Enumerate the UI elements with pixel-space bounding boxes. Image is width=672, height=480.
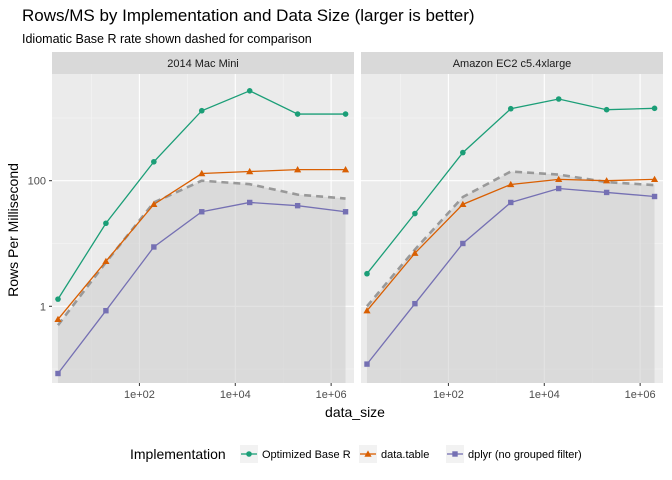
y-tick-label: 1 xyxy=(40,301,46,313)
x-axis-title: data_size xyxy=(325,404,385,420)
x-tick-label: 1e+04 xyxy=(529,389,560,401)
series xyxy=(363,175,659,314)
data-point xyxy=(650,175,659,183)
x-tick-label: 1e+02 xyxy=(433,389,464,401)
data-point xyxy=(412,210,418,217)
data-point xyxy=(363,307,371,314)
data-point xyxy=(246,88,253,94)
data-point xyxy=(198,169,206,177)
facet-strip-label: 2014 Mac Mini xyxy=(167,58,239,70)
data-point xyxy=(651,105,658,112)
data-point xyxy=(555,96,562,102)
facet-strip xyxy=(52,52,354,74)
y-tick-label: 100 xyxy=(28,176,46,188)
data-point xyxy=(294,202,301,209)
legend: Implementation Optimized Base R data.tabl… xyxy=(130,445,582,463)
legend-label: Optimized Base R xyxy=(262,449,351,461)
data-point xyxy=(151,244,157,250)
chart-subtitle: Idiomatic Base R rate shown dashed for c… xyxy=(22,32,312,46)
data-point xyxy=(603,189,610,196)
facet-panels: 2014 Mac Mini 1e+02 1e+04 1e+06 1 100 Amazon E… xyxy=(28,52,663,401)
facet-strip-label: Amazon EC2 c5.4xlarge xyxy=(453,58,572,70)
series xyxy=(364,96,658,277)
series xyxy=(54,166,350,323)
facet-strip xyxy=(361,52,663,74)
data-point xyxy=(364,270,370,277)
series xyxy=(55,88,349,302)
legend-item: data.table xyxy=(359,445,429,463)
data-point xyxy=(342,209,349,215)
legend-marker xyxy=(246,451,252,457)
x-tick-label: 1e+06 xyxy=(316,389,347,401)
chart-title: Rows/MS by Implementation and Data Size … xyxy=(22,6,475,25)
data-point xyxy=(412,300,418,307)
y-axis-title: Rows Per Millisecond xyxy=(5,163,21,297)
data-point xyxy=(54,315,62,323)
x-tick-label: 1e+04 xyxy=(220,389,251,401)
data-point xyxy=(55,296,61,302)
data-point xyxy=(294,111,301,117)
legend-title: Implementation xyxy=(130,446,226,462)
x-tick-label: 1e+02 xyxy=(124,389,155,401)
data-point xyxy=(364,361,370,367)
data-point xyxy=(247,199,253,206)
data-point xyxy=(603,177,611,184)
data-point xyxy=(198,107,205,114)
facet-panel: 2014 Mac Mini 1e+02 1e+04 1e+06 1 100 xyxy=(28,52,354,401)
data-point xyxy=(556,185,562,192)
data-point xyxy=(341,166,350,173)
data-point xyxy=(508,199,514,206)
data-point xyxy=(103,220,109,227)
data-point xyxy=(102,257,110,265)
data-point xyxy=(151,158,157,165)
legend-item: dplyr (no grouped filter) xyxy=(446,445,582,463)
data-point xyxy=(603,106,610,113)
x-tick-label: 1e+06 xyxy=(625,389,656,401)
reference-area xyxy=(57,180,346,383)
data-point xyxy=(411,249,419,256)
legend-item: Optimized Base R xyxy=(240,445,351,463)
data-point xyxy=(103,308,109,314)
data-point xyxy=(651,193,658,200)
legend-label: dplyr (no grouped filter) xyxy=(468,449,582,461)
legend-marker xyxy=(452,451,458,457)
data-point xyxy=(459,200,467,208)
reference-dashed-line xyxy=(365,170,655,308)
data-point xyxy=(555,175,563,183)
series xyxy=(55,199,349,377)
data-point xyxy=(460,149,466,156)
series xyxy=(364,185,658,367)
data-point xyxy=(294,166,302,173)
data-point xyxy=(507,180,515,188)
legend-label: data.table xyxy=(381,449,429,461)
legend-marker xyxy=(364,450,372,457)
data-point xyxy=(246,167,254,175)
data-point xyxy=(150,200,158,208)
data-point xyxy=(55,370,61,377)
data-point xyxy=(460,240,466,247)
data-point xyxy=(342,111,349,117)
data-point xyxy=(507,105,514,112)
data-point xyxy=(199,209,205,215)
facet-panel: Amazon EC2 c5.4xlarge 1e+02 1e+04 1e+06 xyxy=(361,52,663,401)
